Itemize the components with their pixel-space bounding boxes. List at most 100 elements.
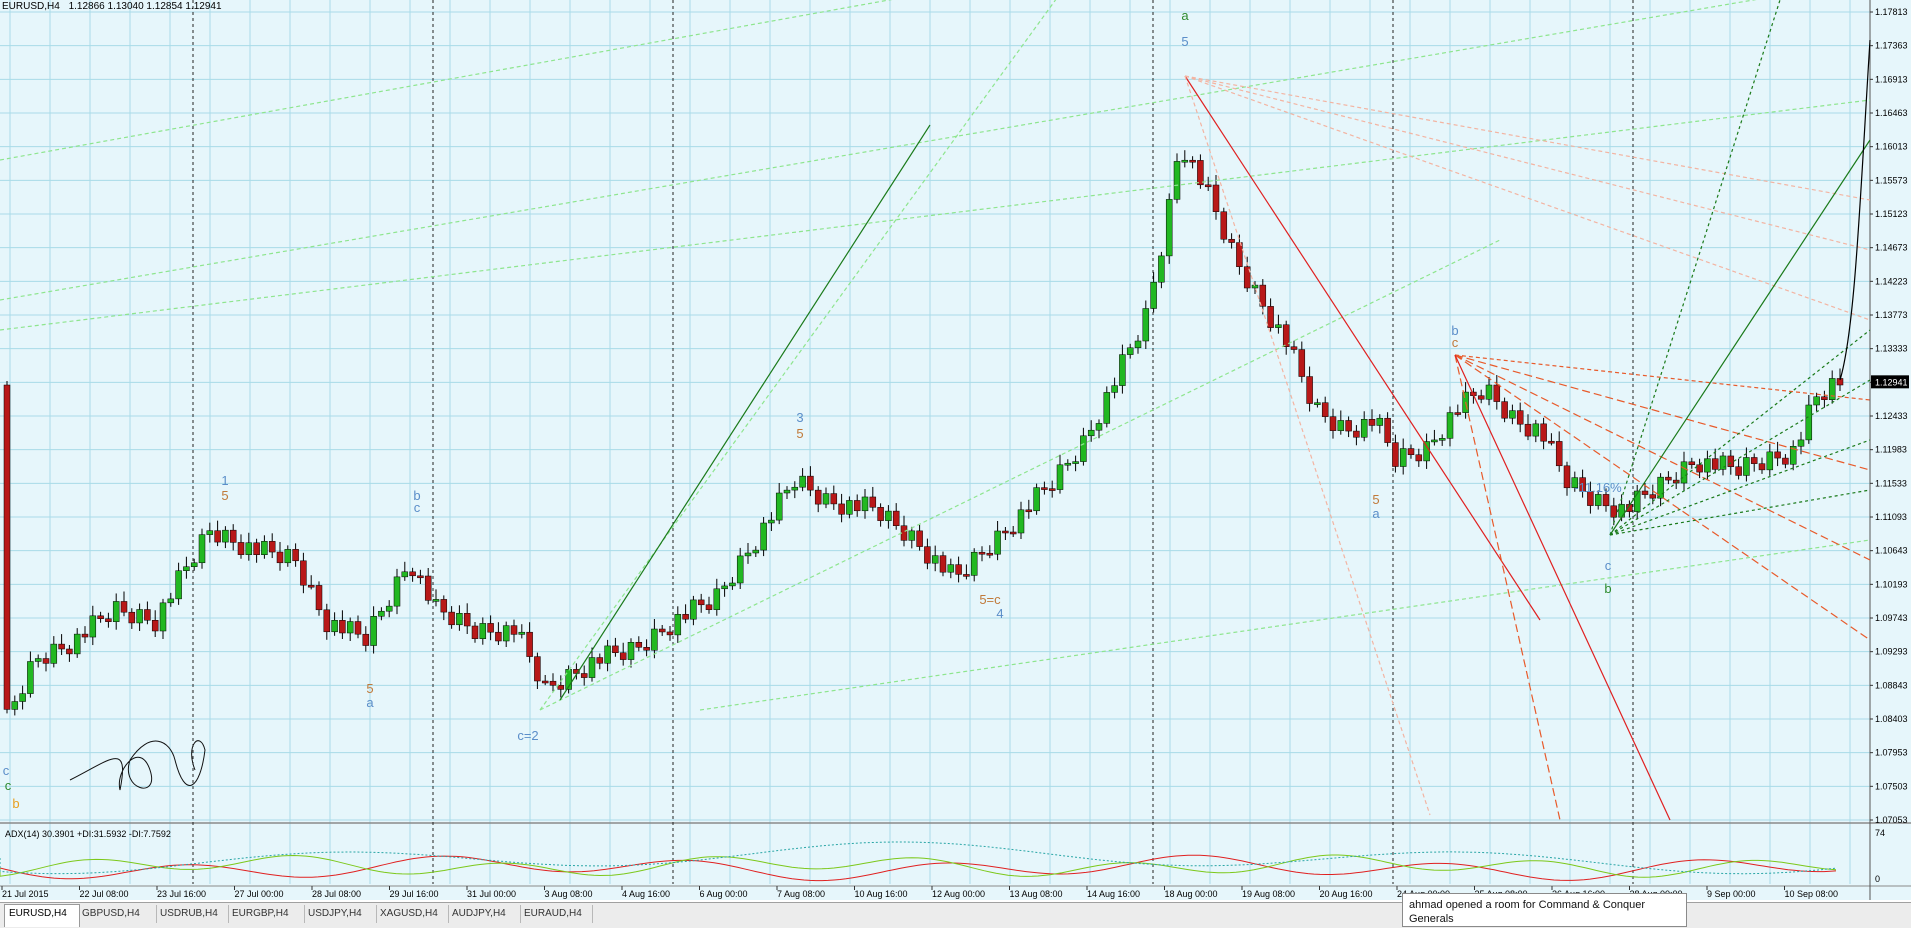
candle-body <box>253 542 260 555</box>
time-tick-label: 3 Aug 08:00 <box>545 889 593 899</box>
wave-label: 5 <box>221 488 228 503</box>
time-tick-label: 9 Sep 00:00 <box>1707 889 1756 899</box>
candle-body <box>339 620 346 634</box>
symbol-tab[interactable]: USDJPY,H4 <box>304 905 377 923</box>
candle-body <box>27 661 34 694</box>
candle-body <box>89 615 97 638</box>
candle-body <box>885 510 892 521</box>
candle-body <box>1626 504 1633 512</box>
candle-body <box>1688 461 1696 465</box>
candle-body <box>112 601 120 622</box>
candle-body <box>510 625 518 635</box>
candle-body <box>947 564 955 573</box>
symbol-tab[interactable]: EURUSD,H4 <box>4 904 80 927</box>
candle-body <box>1423 441 1430 462</box>
candle-body <box>1657 476 1664 499</box>
candle-body <box>300 560 307 586</box>
price-tick-label: 1.17363 <box>1875 41 1908 51</box>
candle-body <box>994 530 1001 555</box>
candle-body <box>1431 439 1438 443</box>
candle-body <box>1446 412 1454 439</box>
candle-body <box>955 564 962 575</box>
price-tick-label: 1.10193 <box>1875 579 1908 589</box>
candle-body <box>752 549 760 554</box>
candle-body <box>66 648 73 655</box>
wave-label: -11.16% <box>1574 480 1622 495</box>
symbol-tab[interactable]: GBPUSD,H4 <box>78 905 157 923</box>
candle-body <box>50 643 58 664</box>
candle-body <box>1711 458 1719 470</box>
price-tick-label: 1.09293 <box>1875 647 1908 657</box>
price-tick-label: 1.16913 <box>1875 74 1908 84</box>
candle-body <box>1158 255 1165 283</box>
trend-line <box>1454 354 1871 401</box>
candle-body <box>1750 457 1758 464</box>
time-tick-label: 10 Aug 16:00 <box>855 889 908 899</box>
candle-body <box>1150 281 1157 309</box>
candle-body <box>183 566 190 571</box>
candle-body <box>729 582 736 587</box>
symbol-tab[interactable]: AUDJPY,H4 <box>448 905 521 923</box>
chart-area[interactable]: 1 5 b c a 5 c=2 3 5 4 5=c a 5 b c a 5 c b c b c -11.16% 1.17813… <box>0 0 1911 900</box>
time-tick-label: 10 Sep 08:00 <box>1785 889 1839 899</box>
candle-body <box>1017 509 1025 534</box>
candle-body <box>222 529 229 543</box>
notification-toast[interactable]: ahmad opened a room for Command & Conque… <box>1402 893 1687 927</box>
wave-label: a <box>1372 506 1380 521</box>
symbol-tab[interactable]: USDRUB,H4 <box>156 905 229 923</box>
candle-body <box>175 570 182 600</box>
candle-body <box>1415 454 1423 462</box>
candle-body <box>1189 159 1196 163</box>
candle-body <box>323 609 331 633</box>
wave-label: c <box>3 763 10 778</box>
candle-body <box>963 574 970 577</box>
candle-body <box>1220 211 1228 240</box>
candle-body <box>1072 461 1079 464</box>
symbol-tab[interactable]: XAGUSD,H4 <box>376 905 449 923</box>
candle-body <box>284 549 292 564</box>
candle-body <box>1594 494 1602 506</box>
wave-label: c <box>414 500 421 515</box>
candle-body <box>526 631 533 657</box>
wave-label: a <box>1181 8 1189 23</box>
chart-symbol: EURUSD,H4 <box>2 1 60 12</box>
candle-body <box>268 541 276 553</box>
symbol-tab[interactable]: EURGBP,H4 <box>228 905 305 923</box>
trend-line <box>0 0 1757 301</box>
wave-label: 5=c <box>979 592 1001 607</box>
symbol-tab[interactable]: EURAUD,H4 <box>520 905 593 923</box>
price-chart[interactable]: 15 bca5c=23545=ca5bca5cbcbc-11.16%1.17813… <box>0 0 1911 900</box>
candle-body <box>1587 491 1594 506</box>
candle-body <box>1828 378 1836 400</box>
time-tick-label: 6 Aug 00:00 <box>700 889 748 899</box>
candle-body <box>807 475 814 491</box>
candle-body <box>245 542 253 555</box>
candle-body <box>908 530 916 541</box>
grid-lines <box>0 0 1870 884</box>
candle-body <box>1002 530 1009 534</box>
candle-body <box>1532 423 1540 437</box>
candle-body <box>315 585 323 611</box>
candle-body <box>518 631 526 635</box>
wave-label: b <box>1604 581 1611 596</box>
time-tick-label: 7 Aug 08:00 <box>777 889 825 899</box>
candle-body <box>1212 184 1220 212</box>
candle-body <box>791 486 799 491</box>
candle-body <box>1267 306 1274 328</box>
time-tick-label: 21 Jul 2015 <box>2 889 49 899</box>
candle-body <box>1680 461 1688 484</box>
time-tick-label: 4 Aug 16:00 <box>622 889 670 899</box>
candle-body <box>1821 396 1828 400</box>
candle-body <box>892 510 900 527</box>
adx-scale-bottom: 0 <box>1875 874 1880 884</box>
candle-body <box>214 530 221 543</box>
candle-body <box>440 599 448 613</box>
time-tick-label: 19 Aug 08:00 <box>1242 889 1295 899</box>
candle-body <box>1407 448 1415 455</box>
candle-body <box>261 541 268 555</box>
candle-body <box>42 658 50 664</box>
candle-body <box>775 492 783 521</box>
candle-body <box>814 489 822 505</box>
trend-line <box>1454 354 1671 821</box>
candle-body <box>198 534 206 564</box>
